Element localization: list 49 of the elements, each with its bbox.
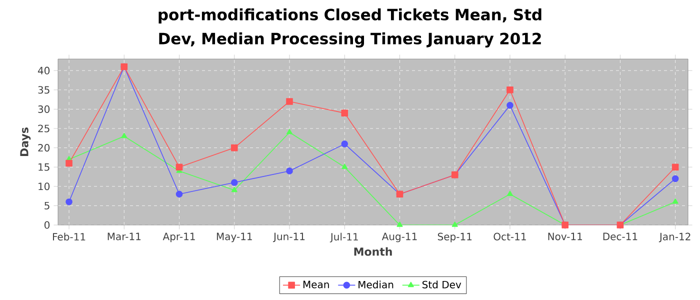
point bbox=[452, 222, 458, 227]
chart-title: port-modifications Closed Tickets Mean, Std Dev, Median Processing Times January 2012 bbox=[158, 8, 542, 48]
legend-label: Std Dev bbox=[422, 280, 462, 288]
x-tick-label: Mar-11 bbox=[108, 232, 141, 240]
y-axis-title: Days bbox=[20, 128, 31, 156]
point bbox=[396, 222, 403, 227]
x-tick-label: Nov-11 bbox=[548, 232, 582, 240]
x-tick-label: Oct-11 bbox=[494, 232, 526, 240]
x-tick-label: Jun-11 bbox=[273, 232, 305, 242]
point bbox=[230, 179, 238, 186]
y-tick-label: 10 bbox=[38, 182, 50, 190]
point bbox=[176, 190, 183, 198]
x-tick-label: Jan-12 bbox=[658, 232, 690, 242]
point bbox=[176, 164, 183, 170]
y-tick-label: 35 bbox=[38, 86, 50, 94]
x-tick-label: Dec-11 bbox=[603, 232, 638, 240]
point bbox=[286, 128, 292, 134]
point bbox=[506, 86, 514, 94]
y-tick-label: 0 bbox=[44, 221, 50, 229]
point bbox=[341, 110, 348, 116]
x-tick-label: Jul-11 bbox=[330, 232, 358, 242]
x-tick-label: Apr-11 bbox=[162, 232, 195, 242]
point bbox=[231, 186, 238, 192]
x-tick-label: Feb-11 bbox=[52, 232, 86, 241]
y-tick-label: 40 bbox=[38, 66, 50, 74]
x-axis-title: Month bbox=[354, 247, 392, 256]
point bbox=[286, 168, 293, 174]
point bbox=[121, 132, 128, 138]
point bbox=[341, 140, 348, 148]
y-tick-label: 30 bbox=[38, 105, 50, 113]
point bbox=[66, 160, 72, 167]
point bbox=[672, 164, 679, 170]
point bbox=[506, 190, 513, 196]
point bbox=[286, 98, 293, 105]
y-tick-label: 25 bbox=[38, 124, 50, 132]
point bbox=[230, 144, 238, 152]
x-tick-label: May-11 bbox=[216, 232, 252, 242]
point bbox=[672, 175, 679, 182]
point bbox=[672, 198, 678, 204]
point bbox=[342, 164, 348, 169]
x-tick-label: Aug-11 bbox=[382, 232, 417, 242]
legend-label: Mean bbox=[303, 280, 329, 288]
point bbox=[506, 102, 514, 109]
y-tick-label: 20 bbox=[38, 144, 50, 152]
y-tick-label: 5 bbox=[44, 202, 50, 210]
y-tick-label: 15 bbox=[38, 163, 50, 171]
point bbox=[66, 198, 72, 206]
x-tick-label: Sep-11 bbox=[438, 232, 472, 242]
legend-label: Median bbox=[358, 280, 394, 288]
